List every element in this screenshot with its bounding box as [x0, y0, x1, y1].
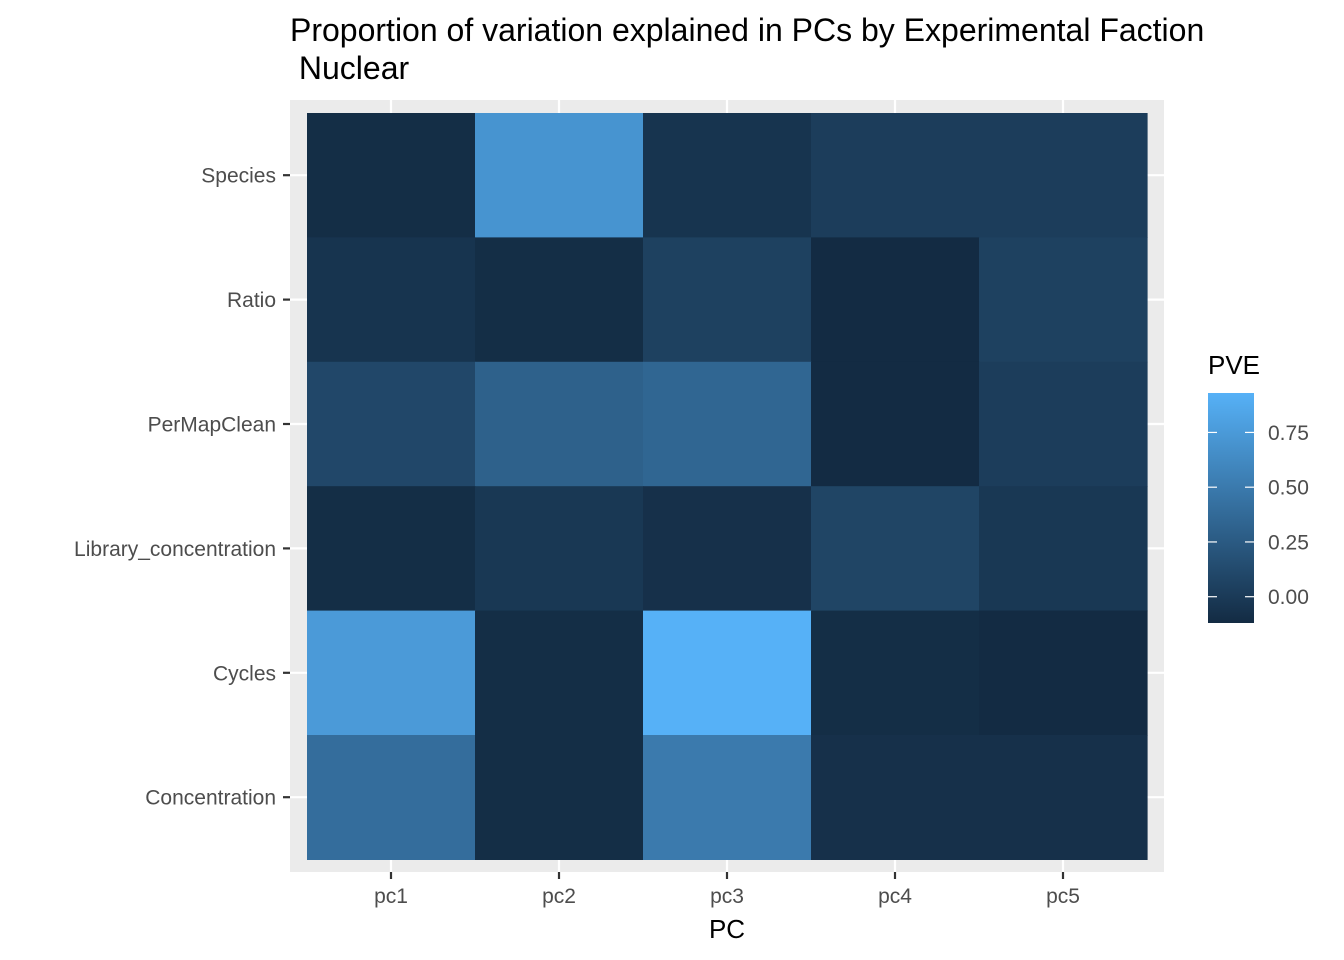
heatmap-cell-concentration-pc1 — [307, 735, 476, 860]
heatmap-cell-species-pc4 — [811, 113, 980, 238]
heatmap-cell-concentration-pc3 — [643, 735, 812, 860]
heatmap-cell-species-pc1 — [307, 113, 476, 238]
heatmap-cell-library_concentration-pc4 — [811, 486, 980, 612]
x-axis: pc1 pc2 pc3 pc4 pc5 — [374, 872, 1080, 908]
heatmap-cell-cycles-pc2 — [475, 610, 644, 736]
heatmap-cell-permapclean-pc4 — [811, 361, 980, 487]
y-tick-label-ratio: Ratio — [227, 289, 276, 312]
heatmap-cell-concentration-pc2 — [475, 735, 644, 860]
y-tick-label-concentration: Concentration — [145, 787, 276, 810]
legend-label-2: 0.50 — [1268, 477, 1309, 500]
heatmap-cell-library_concentration-pc1 — [307, 486, 476, 612]
x-tick-label-pc3: pc3 — [710, 885, 744, 908]
heatmap-cell-ratio-pc2 — [475, 237, 644, 363]
legend-colorbar — [1208, 393, 1254, 623]
heatmap-cells — [307, 113, 1148, 860]
heatmap-cell-ratio-pc5 — [979, 237, 1148, 363]
heatmap-cell-cycles-pc1 — [307, 610, 476, 736]
x-axis-title: PC — [709, 914, 745, 944]
heatmap-cell-cycles-pc4 — [811, 610, 980, 736]
x-tick-label-pc4: pc4 — [878, 885, 912, 908]
chart-title-line1: Proportion of variation explained in PCs… — [290, 12, 1204, 48]
x-tick-label-pc5: pc5 — [1046, 885, 1080, 908]
heatmap-cell-permapclean-pc3 — [643, 361, 812, 487]
heatmap-cell-ratio-pc4 — [811, 237, 980, 363]
heatmap-cell-cycles-pc5 — [979, 610, 1148, 736]
heatmap-cell-permapclean-pc5 — [979, 361, 1148, 487]
legend-label-0: 0.00 — [1268, 586, 1309, 609]
heatmap-cell-library_concentration-pc5 — [979, 486, 1148, 612]
x-tick-label-pc2: pc2 — [542, 885, 576, 908]
heatmap-cell-permapclean-pc2 — [475, 361, 644, 487]
legend-label-3: 0.75 — [1268, 422, 1309, 445]
legend-title: PVE — [1208, 350, 1260, 380]
heatmap-cell-ratio-pc1 — [307, 237, 476, 363]
y-tick-label-cycles: Cycles — [213, 662, 276, 685]
heatmap-cell-species-pc2 — [475, 113, 644, 238]
heatmap-cell-library_concentration-pc2 — [475, 486, 644, 612]
heatmap-cell-ratio-pc3 — [643, 237, 812, 363]
legend-label-1: 0.25 — [1268, 531, 1309, 554]
x-tick-label-pc1: pc1 — [374, 885, 408, 908]
heatmap-cell-permapclean-pc1 — [307, 361, 476, 487]
heatmap-cell-library_concentration-pc3 — [643, 486, 812, 612]
heatmap-cell-concentration-pc4 — [811, 735, 980, 860]
chart-title-line2: Nuclear — [290, 50, 410, 86]
y-tick-label-species: Species — [201, 165, 276, 188]
heatmap-cell-cycles-pc3 — [643, 610, 812, 736]
y-tick-label-permapclean: PerMapClean — [148, 414, 276, 437]
color-legend: PVE 0.00 0.25 0.50 0.75 — [1208, 350, 1309, 623]
heatmap-cell-species-pc5 — [979, 113, 1148, 238]
heatmap-cell-concentration-pc5 — [979, 735, 1148, 860]
y-tick-label-library_concentration: Library_concentration — [74, 538, 276, 561]
y-axis: Species Ratio PerMapClean Library_concentra… — [74, 165, 290, 810]
heatmap-cell-species-pc3 — [643, 113, 812, 238]
